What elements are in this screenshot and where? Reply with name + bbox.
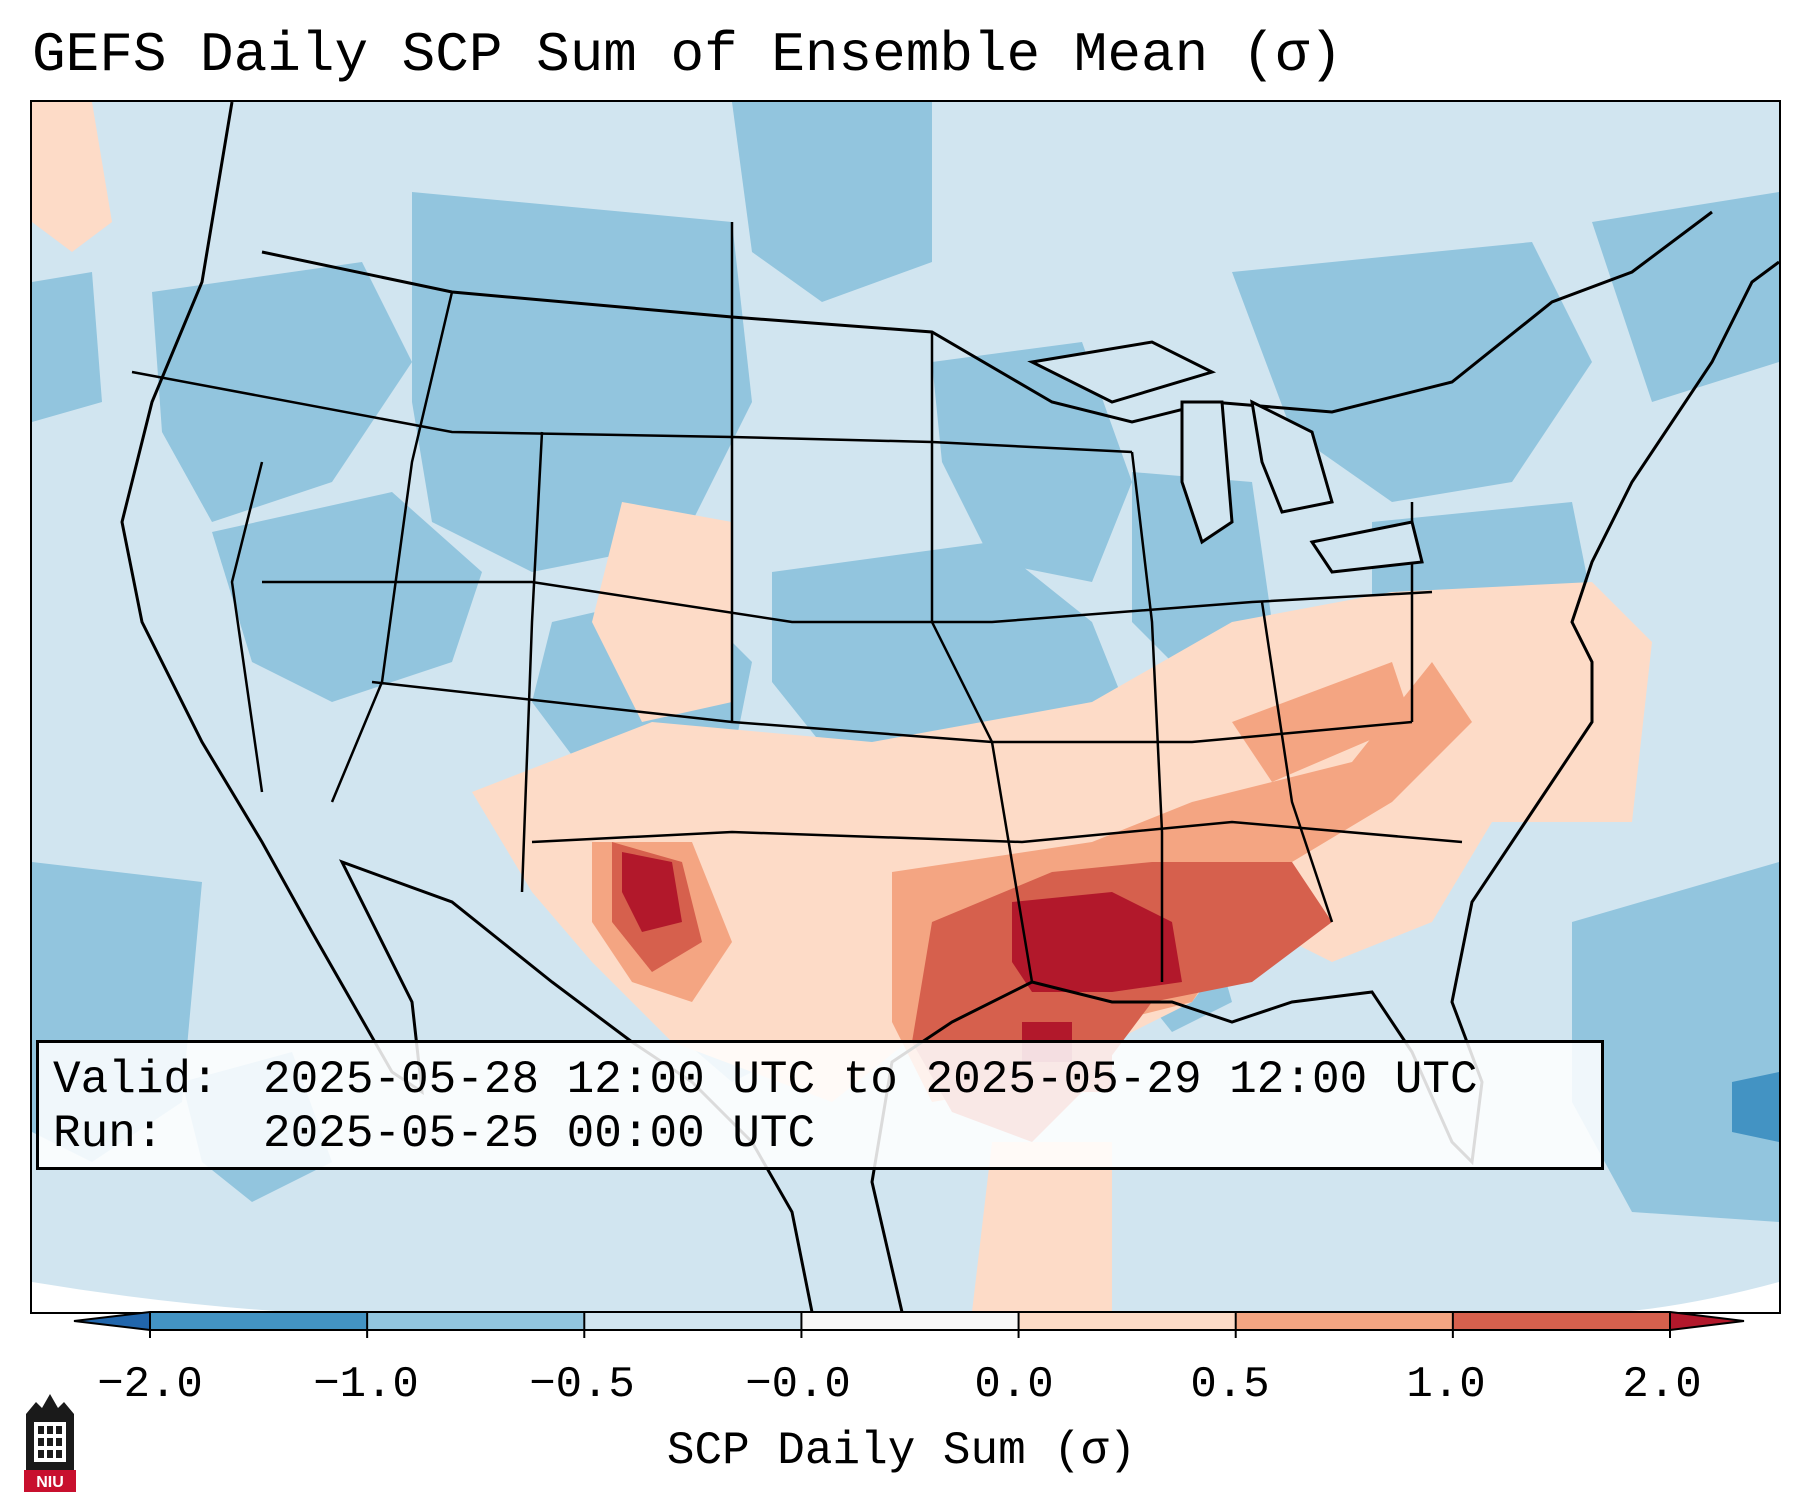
colorbar-segment-4 (1018, 1312, 1237, 1330)
colorbar-segments (150, 1312, 1671, 1330)
tick-label-7: 2.0 (1622, 1360, 1702, 1410)
edge-mask-left (32, 1282, 632, 1312)
chart-title: GEFS Daily SCP Sum of Ensemble Mean (σ) (32, 23, 1343, 87)
state-boundaries (131, 222, 1463, 983)
great-lakes (1027, 340, 1424, 574)
svg-text:NIU: NIU (36, 1474, 64, 1491)
colorbar-tick-labels: −2.0 −1.0 −0.5 −0.0 0.0 0.5 1.0 2.0 (0, 1360, 1803, 1420)
colorbar-segment-1 (367, 1312, 585, 1330)
run-row: Run: 2025-05-25 00:00 UTC (53, 1107, 1587, 1161)
dark-blue-spot (1732, 1072, 1779, 1142)
niu-logo: NIU (24, 1394, 76, 1492)
colorbar-extend-low (74, 1312, 150, 1330)
tick-label-2: −0.5 (529, 1360, 635, 1410)
colorbar-segment-3 (801, 1312, 1020, 1330)
colorbar-outline (73, 1311, 1745, 1331)
valid-value: 2025-05-28 12:00 UTC to 2025-05-29 12:00… (263, 1054, 1478, 1106)
valid-row: Valid: 2025-05-28 12:00 UTC to 2025-05-2… (53, 1053, 1587, 1107)
run-label: Run: (53, 1108, 164, 1160)
tick-label-6: 1.0 (1406, 1360, 1486, 1410)
border-canada-us (261, 210, 1713, 424)
tick-label-1: −1.0 (313, 1360, 419, 1410)
edge-mask-right (1532, 1282, 1779, 1312)
colorbar-segment-0 (150, 1312, 368, 1330)
colorbar-tick-marks (149, 1312, 1671, 1338)
colorbar-extend-high (1670, 1312, 1744, 1330)
tick-label-0: −2.0 (97, 1360, 203, 1410)
colorbar-segment-6 (1452, 1312, 1671, 1330)
colorbar-segment-5 (1235, 1312, 1454, 1330)
tick-label-5: 0.5 (1190, 1360, 1270, 1410)
tick-label-4: 0.0 (974, 1360, 1054, 1410)
valid-label: Valid: (53, 1054, 219, 1106)
tick-label-3: −0.0 (745, 1360, 851, 1410)
colorbar-title: SCP Daily Sum (σ) (666, 1425, 1137, 1477)
blue-regions (32, 102, 1779, 1222)
run-value: 2025-05-25 00:00 UTC (263, 1108, 816, 1160)
validity-info-box: Valid: 2025-05-28 12:00 UTC to 2025-05-2… (36, 1040, 1604, 1170)
colorbar (73, 1311, 1745, 1338)
colorbar-segment-2 (584, 1312, 802, 1330)
